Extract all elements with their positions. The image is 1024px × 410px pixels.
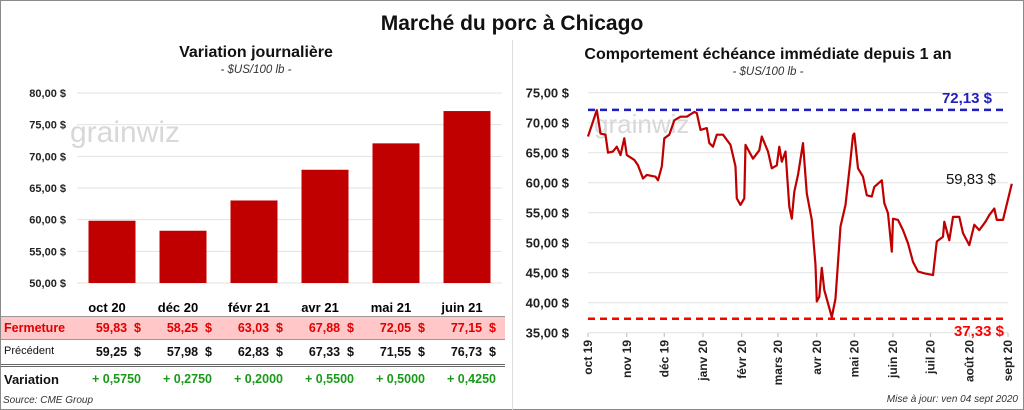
table-cell: 76,73 $ <box>450 345 496 359</box>
bar <box>159 230 207 283</box>
right-unit: - $US/100 lb - <box>732 66 804 78</box>
x-tick-label: oct 19 <box>581 340 595 375</box>
table-cell: + 0,5000 <box>375 372 425 386</box>
table-cell: 62,83 $ <box>237 345 283 359</box>
y-tick-label: 80,00 $ <box>29 88 66 100</box>
watermark-logo: grainwiz <box>70 116 180 149</box>
bar-chart: 50,00 $ 55,00 $ 60,00 $ 65,00 $ 70,00 $ 75,00… <box>29 88 502 290</box>
column-header: avr 21 <box>301 300 339 315</box>
bar <box>230 200 278 283</box>
y-tick-label: 60,00 $ <box>29 215 66 227</box>
right-subtitle: Comportement échéance immédiate depuis 1… <box>584 46 952 63</box>
table-cell: + 0,2750 <box>162 372 212 386</box>
row-fermeture: Fermeture 59,83 $ 58,25 $ 63,03 $ 67,88 $ 72,… <box>1 316 505 340</box>
y-tick-label: 70,00 $ <box>526 116 570 131</box>
table-header: oct 20 déc 20 févr 21 avr 21 mai 21 juin 21 <box>1 296 505 318</box>
min-label: 37,33 $ <box>954 323 1005 340</box>
column-header: oct 20 <box>88 300 126 315</box>
column-header: déc 20 <box>157 300 199 315</box>
table-cell: + 0,5500 <box>304 372 354 386</box>
x-tick-label: août 20 <box>962 340 976 382</box>
x-tick-label: mai 20 <box>847 340 861 378</box>
table-cell: 58,25 $ <box>166 321 212 335</box>
update-note: Mise à jour: ven 04 sept 2020 <box>886 394 1018 405</box>
y-tick-label: 50,00 $ <box>526 236 570 251</box>
page-title: Marché du porc à Chicago <box>380 12 644 35</box>
row-label: Précédent <box>4 345 55 357</box>
table-cell: 67,33 $ <box>308 345 354 359</box>
column-header: juin 21 <box>441 300 483 315</box>
max-label: 72,13 $ <box>942 90 993 107</box>
table-cell: 59,83 $ <box>95 321 141 335</box>
y-tick-label: 55,00 $ <box>29 246 66 258</box>
table-cell: 63,03 $ <box>237 321 283 335</box>
last-value-label: 59,83 $ <box>946 171 997 188</box>
row-label: Variation <box>4 372 59 387</box>
left-unit: - $US/100 lb - <box>220 64 292 76</box>
y-tick-label: 40,00 $ <box>526 296 570 311</box>
column-header: févr 21 <box>228 300 270 315</box>
y-tick-label: 65,00 $ <box>526 146 570 161</box>
y-tick-label: 75,00 $ <box>29 120 66 132</box>
column-header: mai 21 <box>370 300 412 315</box>
x-tick-label: janv 20 <box>696 340 710 382</box>
row-variation: Variation + 0,5750 + 0,2750 + 0,2000 + 0,550… <box>1 368 505 390</box>
x-tick-label: mars 20 <box>771 340 785 386</box>
y-tick-label: 70,00 $ <box>29 151 66 163</box>
y-tick-label: 50,00 $ <box>29 278 66 290</box>
x-tick-label: nov 19 <box>620 340 634 378</box>
table-cell: + 0,5750 <box>91 372 141 386</box>
row-precedent: Précédent 59,25 $ 57,98 $ 62,83 $ 67,33 $ 71,… <box>1 341 505 365</box>
table-cell: 77,15 $ <box>450 321 496 335</box>
y-tick-label: 45,00 $ <box>526 266 570 281</box>
table-cell: 57,98 $ <box>166 345 212 359</box>
panel-divider <box>512 40 513 410</box>
table-cell: + 0,4250 <box>446 372 496 386</box>
table-cell: 67,88 $ <box>308 321 354 335</box>
x-tick-label: juin 20 <box>886 340 900 379</box>
x-tick-label: févr 20 <box>735 340 749 379</box>
y-tick-label: 55,00 $ <box>526 206 570 221</box>
table-divider <box>1 364 505 367</box>
watermark-logo: grainwiz <box>594 109 689 139</box>
x-tick-label: déc 19 <box>657 340 671 378</box>
y-tick-label: 60,00 $ <box>526 176 570 191</box>
bar <box>301 169 349 283</box>
source-note: Source: CME Group <box>3 395 94 406</box>
y-tick-label: 75,00 $ <box>526 86 570 101</box>
price-line <box>586 109 1013 319</box>
left-subtitle: Variation journalière <box>179 44 333 61</box>
row-label: Fermeture <box>4 321 66 335</box>
table-cell: 71,55 $ <box>379 345 425 359</box>
bar <box>88 220 136 283</box>
x-tick-label: sept 20 <box>1001 340 1015 382</box>
table-cell: 72,05 $ <box>379 321 425 335</box>
bar <box>372 143 420 283</box>
y-tick-label: 35,00 $ <box>526 326 570 341</box>
bar <box>443 111 491 283</box>
table-cell: + 0,2000 <box>233 372 283 386</box>
table-cell: 59,25 $ <box>95 345 141 359</box>
x-tick-label: avr 20 <box>810 340 824 375</box>
x-tick-label: juil 20 <box>924 340 938 375</box>
line-chart: 35,00 $ 40,00 $ 45,00 $ 50,00 $ 55,00 $ 60,00… <box>526 86 1015 386</box>
y-tick-label: 65,00 $ <box>29 183 66 195</box>
